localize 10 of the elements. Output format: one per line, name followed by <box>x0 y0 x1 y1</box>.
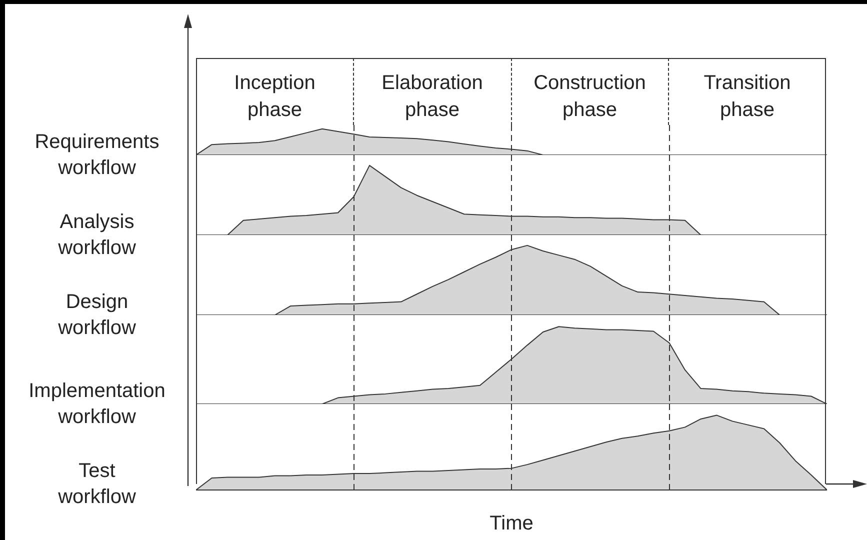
text: Inception phase <box>233 71 316 123</box>
text: Elaboration phase <box>380 71 484 123</box>
y-axis-title: Design workflow <box>57 290 137 341</box>
x-axis-title: Time <box>490 512 534 535</box>
text: Construction phase <box>532 71 647 123</box>
y-axis-title: Test workflow <box>57 459 137 510</box>
text: Transition phase <box>702 71 792 123</box>
y-axis-title: Requirements workflow <box>34 130 160 181</box>
y-axis-title: Implementation workflow <box>28 379 166 430</box>
y-axis-title: Analysis workflow <box>57 210 137 261</box>
